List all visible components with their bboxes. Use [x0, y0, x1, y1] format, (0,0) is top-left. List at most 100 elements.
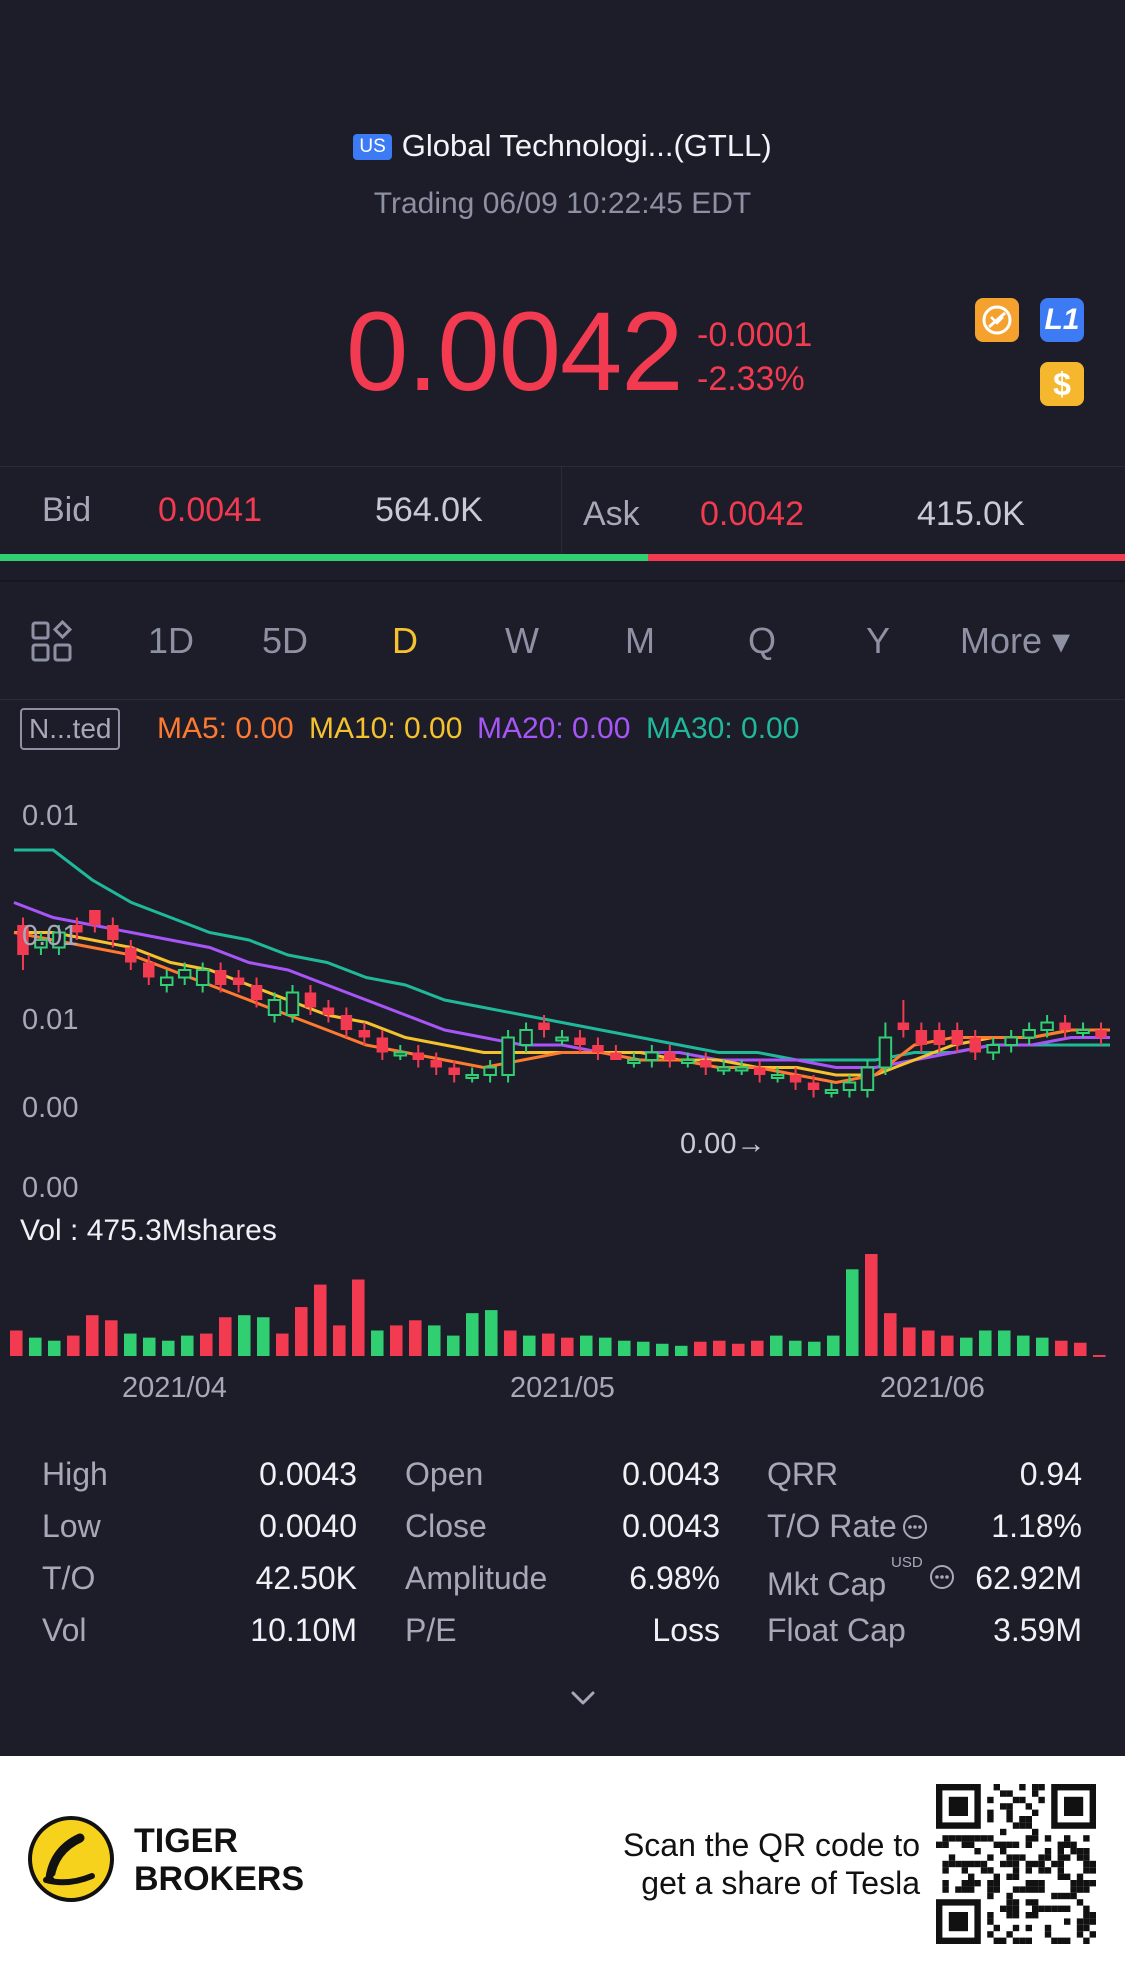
tab-more[interactable]: More ▾ — [960, 620, 1071, 661]
bid-ask-panel[interactable]: Bid 0.0041 564.0K Ask 0.0042 415.0K — [0, 466, 1125, 560]
level1-icon[interactable]: L1 — [1040, 298, 1084, 342]
volume-bar — [333, 1325, 346, 1356]
volume-bar — [694, 1341, 707, 1356]
ma30-label: MA30: 0.00 — [646, 712, 800, 745]
change-percent: -2.33% — [697, 360, 805, 398]
price-change: -0.0001 -2.33% — [697, 313, 812, 401]
volume-bar — [447, 1335, 460, 1356]
volume-bar — [1036, 1337, 1049, 1356]
candle — [1040, 1015, 1054, 1038]
candle — [574, 1030, 586, 1053]
volume-bar — [561, 1337, 574, 1356]
volume-bar — [789, 1340, 802, 1356]
y-axis-label: 0.01 — [22, 800, 79, 832]
candle — [951, 1022, 964, 1053]
ma20-label: MA20: 0.00 — [477, 712, 631, 745]
candle — [555, 1030, 569, 1045]
volume-bar — [466, 1313, 479, 1356]
candle — [538, 1015, 550, 1038]
bid-price: 0.0041 — [158, 491, 262, 529]
candle — [716, 1060, 731, 1075]
bid-volume-bar — [0, 554, 648, 561]
volume-bar — [732, 1343, 745, 1356]
last-price: 0.0042 — [346, 289, 684, 414]
candle — [250, 977, 263, 1008]
bid-size: 564.0K — [375, 491, 483, 529]
candle — [1059, 1015, 1071, 1038]
no-short-icon[interactable] — [975, 298, 1019, 342]
stat-value: 3.59M — [993, 1612, 1082, 1648]
tab-y[interactable]: Y — [866, 620, 891, 661]
chart-layout-icon[interactable] — [30, 619, 74, 664]
volume-bar — [1093, 1354, 1106, 1357]
stat-label: Open — [405, 1456, 484, 1492]
volume-bar — [846, 1269, 859, 1356]
tab-5d[interactable]: 5D — [262, 620, 309, 661]
volume-bar — [257, 1317, 270, 1356]
candle — [465, 1067, 479, 1083]
y-axis-label: 0.00 — [22, 1172, 79, 1204]
candle — [232, 970, 245, 993]
volume-bar — [276, 1333, 289, 1356]
candle — [1004, 1030, 1018, 1053]
candle — [681, 1052, 695, 1068]
x-axis-label: 2021/05 — [510, 1372, 615, 1404]
stat-value: 10.10M — [250, 1612, 357, 1648]
ma10-label: MA10: 0.00 — [309, 712, 463, 745]
brand-line: BROKERS — [134, 1860, 305, 1898]
market-badge: US — [353, 134, 392, 160]
quote-header: US Global Technologi...(GTLL) Trading 06/… — [0, 0, 1125, 466]
adjust-mode-button[interactable]: N...ted — [20, 708, 121, 750]
volume-bar — [865, 1254, 878, 1356]
period-tabs: 1D 5D D W M Q Y More ▾ — [0, 580, 1125, 700]
volume-bar — [1074, 1342, 1087, 1356]
tab-d[interactable]: D — [392, 620, 418, 661]
volume-bar — [124, 1333, 137, 1356]
info-icon[interactable] — [929, 1564, 955, 1595]
stat-value: 0.0040 — [259, 1508, 357, 1544]
candle — [52, 925, 66, 955]
candle — [340, 1007, 353, 1038]
volume-bar — [105, 1320, 118, 1356]
volume-bar — [960, 1337, 973, 1356]
volume-bar — [922, 1330, 935, 1356]
candle — [807, 1075, 820, 1098]
volume-bar — [219, 1317, 232, 1356]
ask-label: Ask — [583, 495, 640, 533]
stock-title[interactable]: US Global Technologi...(GTLL) — [0, 128, 1125, 164]
candle — [17, 917, 29, 970]
tab-q[interactable]: Q — [748, 620, 777, 661]
candle — [285, 985, 300, 1023]
candle — [34, 932, 48, 955]
volume-bar — [295, 1307, 308, 1356]
chevron-down-icon[interactable] — [565, 1680, 601, 1716]
volume-bar — [998, 1330, 1011, 1356]
candle — [393, 1045, 408, 1060]
stat-label: Float Cap — [767, 1612, 906, 1648]
dollar-icon[interactable]: $ — [1040, 362, 1084, 406]
candle — [592, 1037, 604, 1060]
volume-chart[interactable] — [0, 1250, 1125, 1360]
tab-w[interactable]: W — [505, 620, 539, 661]
bid-ask-divider — [561, 467, 562, 555]
candle — [860, 1060, 875, 1098]
qr-code — [936, 1784, 1096, 1944]
volume-bar — [314, 1284, 327, 1356]
tab-m[interactable]: M — [625, 620, 655, 661]
candle — [734, 1060, 749, 1075]
volume-bar — [751, 1340, 764, 1356]
volume-bar — [390, 1325, 403, 1356]
candle — [159, 970, 174, 993]
candlestick-chart[interactable] — [0, 760, 1125, 1216]
tab-1d[interactable]: 1D — [148, 620, 195, 661]
candle — [1076, 1022, 1090, 1038]
volume-bar — [713, 1340, 726, 1356]
volume-bar — [29, 1337, 42, 1356]
volume-bar — [979, 1330, 992, 1356]
trading-status: Trading 06/09 10:22:45 EDT — [373, 187, 752, 220]
info-icon[interactable] — [902, 1514, 928, 1545]
candle — [986, 1037, 1000, 1060]
candle — [610, 1045, 622, 1060]
volume-bar — [10, 1330, 23, 1356]
stat-label: Low — [42, 1508, 101, 1544]
